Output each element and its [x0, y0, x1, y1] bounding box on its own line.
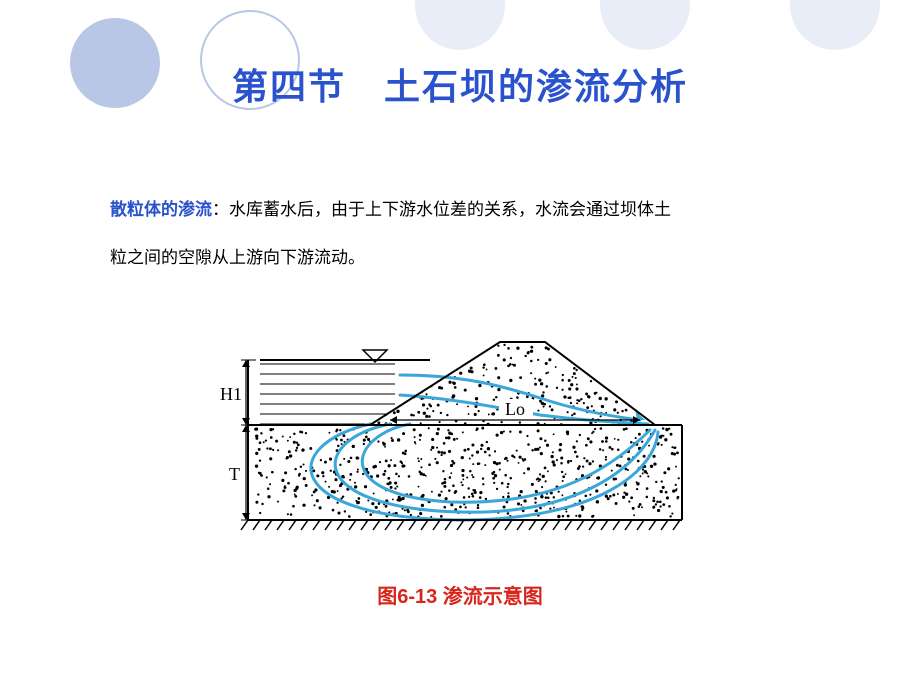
diagram-svg: H1 T Lo	[200, 320, 720, 540]
figure-caption: 图6-13 渗流示意图	[0, 580, 920, 609]
page-title: 第四节 土石坝的渗流分析	[0, 58, 920, 110]
svg-text:Lo: Lo	[505, 399, 525, 419]
paragraph: 散粒体的渗流：水库蓄水后，由于上下游水位差的关系，水流会通过坝体土 粒之间的空隙…	[110, 186, 830, 281]
keyword: 散粒体的渗流	[110, 200, 212, 219]
svg-text:H1: H1	[220, 384, 242, 404]
decor-circle	[600, 0, 690, 50]
paragraph-line2: 粒之间的空隙从上游向下游流动。	[110, 234, 830, 282]
paragraph-line1: 散粒体的渗流：水库蓄水后，由于上下游水位差的关系，水流会通过坝体土	[110, 186, 830, 234]
title-text: 第四节 土石坝的渗流分析	[232, 66, 688, 107]
caption-text: 图6-13 渗流示意图	[377, 586, 543, 608]
svg-text:T: T	[229, 464, 240, 484]
decor-circle	[790, 0, 880, 50]
seepage-diagram: H1 T Lo	[200, 320, 720, 540]
para-rest1: ：水库蓄水后，由于上下游水位差的关系，水流会通过坝体土	[212, 200, 671, 219]
decor-circle	[415, 0, 505, 50]
